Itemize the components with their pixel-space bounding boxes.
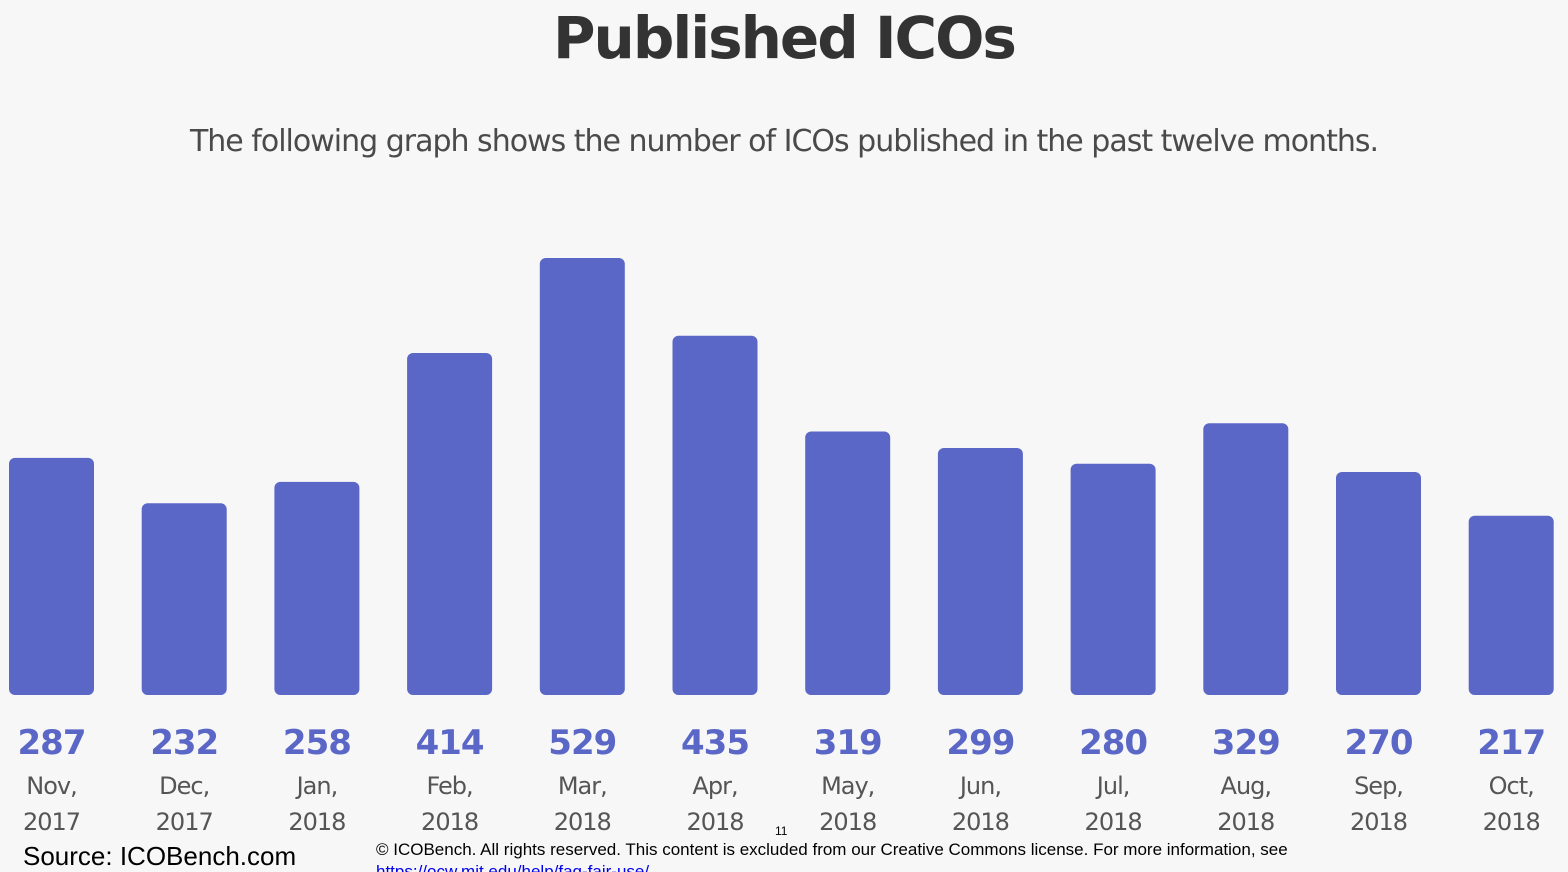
- month-label-10: Sep,: [1354, 772, 1403, 800]
- month-label-2: Jan,: [295, 772, 338, 800]
- value-label-2: 258: [283, 723, 351, 763]
- bar-4: [539, 258, 625, 695]
- year-label-8: 2018: [1085, 808, 1142, 836]
- bar-8: [1070, 463, 1156, 695]
- value-label-3: 414: [416, 723, 484, 763]
- month-label-8: Jul,: [1095, 772, 1130, 800]
- value-label-8: 280: [1079, 723, 1147, 763]
- value-label-11: 217: [1477, 723, 1545, 763]
- page-number: 11: [775, 824, 788, 838]
- chart-subtitle: The following graph shows the number of …: [189, 124, 1379, 159]
- value-label-0: 287: [18, 723, 86, 763]
- value-label-10: 270: [1345, 723, 1413, 763]
- chart-title: Published ICOs: [553, 4, 1017, 72]
- year-label-11: 2018: [1483, 808, 1540, 836]
- year-label-7: 2018: [952, 808, 1009, 836]
- bar-11: [1468, 515, 1554, 695]
- bar-7: [937, 448, 1023, 695]
- bar-chart: 287 Nov, 2017 232 Dec, 2017 258 Jan, 2018 414 Feb,…: [9, 258, 1554, 836]
- year-label-4: 2018: [554, 808, 611, 836]
- bar-0: [9, 457, 94, 695]
- year-label-9: 2018: [1217, 808, 1274, 836]
- source-label: Source: ICOBench.com: [23, 841, 297, 871]
- bar-5: [672, 335, 758, 695]
- fair-use-link[interactable]: https://ocw.mit.edu/help/faq-fair-use/: [376, 862, 650, 872]
- month-label-11: Oct,: [1489, 772, 1534, 800]
- value-label-7: 299: [946, 723, 1014, 763]
- year-label-2: 2018: [288, 808, 345, 836]
- bar-6: [805, 431, 891, 695]
- month-label-0: Nov,: [26, 772, 76, 800]
- bar-1: [141, 503, 227, 695]
- month-label-4: Mar,: [558, 772, 607, 800]
- value-label-5: 435: [681, 723, 749, 763]
- copyright-notice: © ICOBench. All rights reserved. This co…: [376, 840, 1288, 859]
- value-label-4: 529: [548, 723, 616, 763]
- year-label-5: 2018: [686, 808, 743, 836]
- month-label-1: Dec,: [159, 772, 209, 800]
- year-label-6: 2018: [819, 808, 876, 836]
- value-label-9: 329: [1212, 723, 1280, 763]
- bar-3: [407, 353, 493, 695]
- year-label-1: 2017: [156, 808, 213, 836]
- month-label-9: Aug,: [1221, 772, 1272, 800]
- month-label-7: Jun,: [958, 772, 1001, 800]
- value-label-6: 319: [814, 723, 882, 763]
- year-label-10: 2018: [1350, 808, 1407, 836]
- bar-2: [274, 481, 360, 695]
- month-label-5: Apr,: [692, 772, 737, 800]
- value-label-1: 232: [150, 723, 218, 763]
- month-label-6: May,: [821, 772, 874, 800]
- bar-9: [1203, 423, 1289, 695]
- year-label-3: 2018: [421, 808, 478, 836]
- year-label-0: 2017: [23, 808, 80, 836]
- month-label-3: Feb,: [427, 772, 473, 800]
- bar-10: [1336, 472, 1421, 695]
